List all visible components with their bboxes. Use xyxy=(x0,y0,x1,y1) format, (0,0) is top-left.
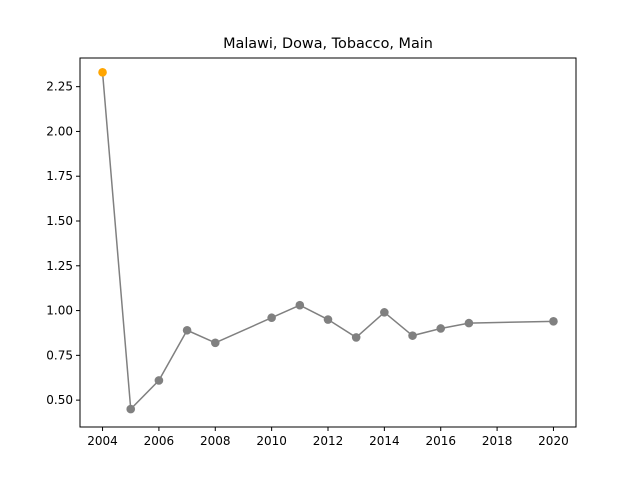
x-axis: 2004 2006 2008 2010 2012 2014 2016 2018 2020 xyxy=(87,427,569,448)
y-tick-label: 1.75 xyxy=(46,169,73,183)
x-tick-label: 2008 xyxy=(200,434,231,448)
y-tick-label: 1.25 xyxy=(46,259,73,273)
x-tick-label: 2004 xyxy=(87,434,118,448)
data-point xyxy=(380,308,389,317)
data-point xyxy=(351,333,361,342)
y-tick-label: 0.50 xyxy=(46,393,73,407)
data-point xyxy=(182,325,192,335)
y-tick-label: 1.50 xyxy=(46,214,73,228)
x-tick-label: 2014 xyxy=(369,434,400,448)
data-point xyxy=(210,338,220,348)
data-point xyxy=(408,331,417,340)
data-point xyxy=(295,300,305,310)
y-tick-label: 2.00 xyxy=(46,124,73,138)
x-tick-label: 2018 xyxy=(482,434,513,448)
highlighted-data-point xyxy=(98,68,107,77)
y-tick-label: 0.75 xyxy=(46,348,73,362)
data-point xyxy=(154,376,164,385)
data-point xyxy=(267,313,276,323)
chart-title: Malawi, Dowa, Tobacco, Main xyxy=(223,36,433,52)
plot-area xyxy=(79,57,577,428)
y-axis: 0.50 0.75 1.00 1.25 1.50 1.75 2.00 2.25 xyxy=(46,80,80,407)
y-tick-label: 1.00 xyxy=(46,304,73,318)
x-tick-label: 2020 xyxy=(538,434,569,448)
x-tick-label: 2006 xyxy=(144,434,175,448)
x-tick-label: 2016 xyxy=(425,434,456,448)
data-point xyxy=(436,324,446,333)
data-point xyxy=(323,315,333,324)
x-tick-label: 2012 xyxy=(313,434,344,448)
series xyxy=(98,68,558,414)
series-line xyxy=(101,72,554,411)
data-point xyxy=(549,317,558,326)
data-point xyxy=(464,318,474,328)
data-point xyxy=(126,404,136,414)
y-tick-label: 2.25 xyxy=(46,80,73,94)
x-tick-label: 2010 xyxy=(256,434,287,448)
